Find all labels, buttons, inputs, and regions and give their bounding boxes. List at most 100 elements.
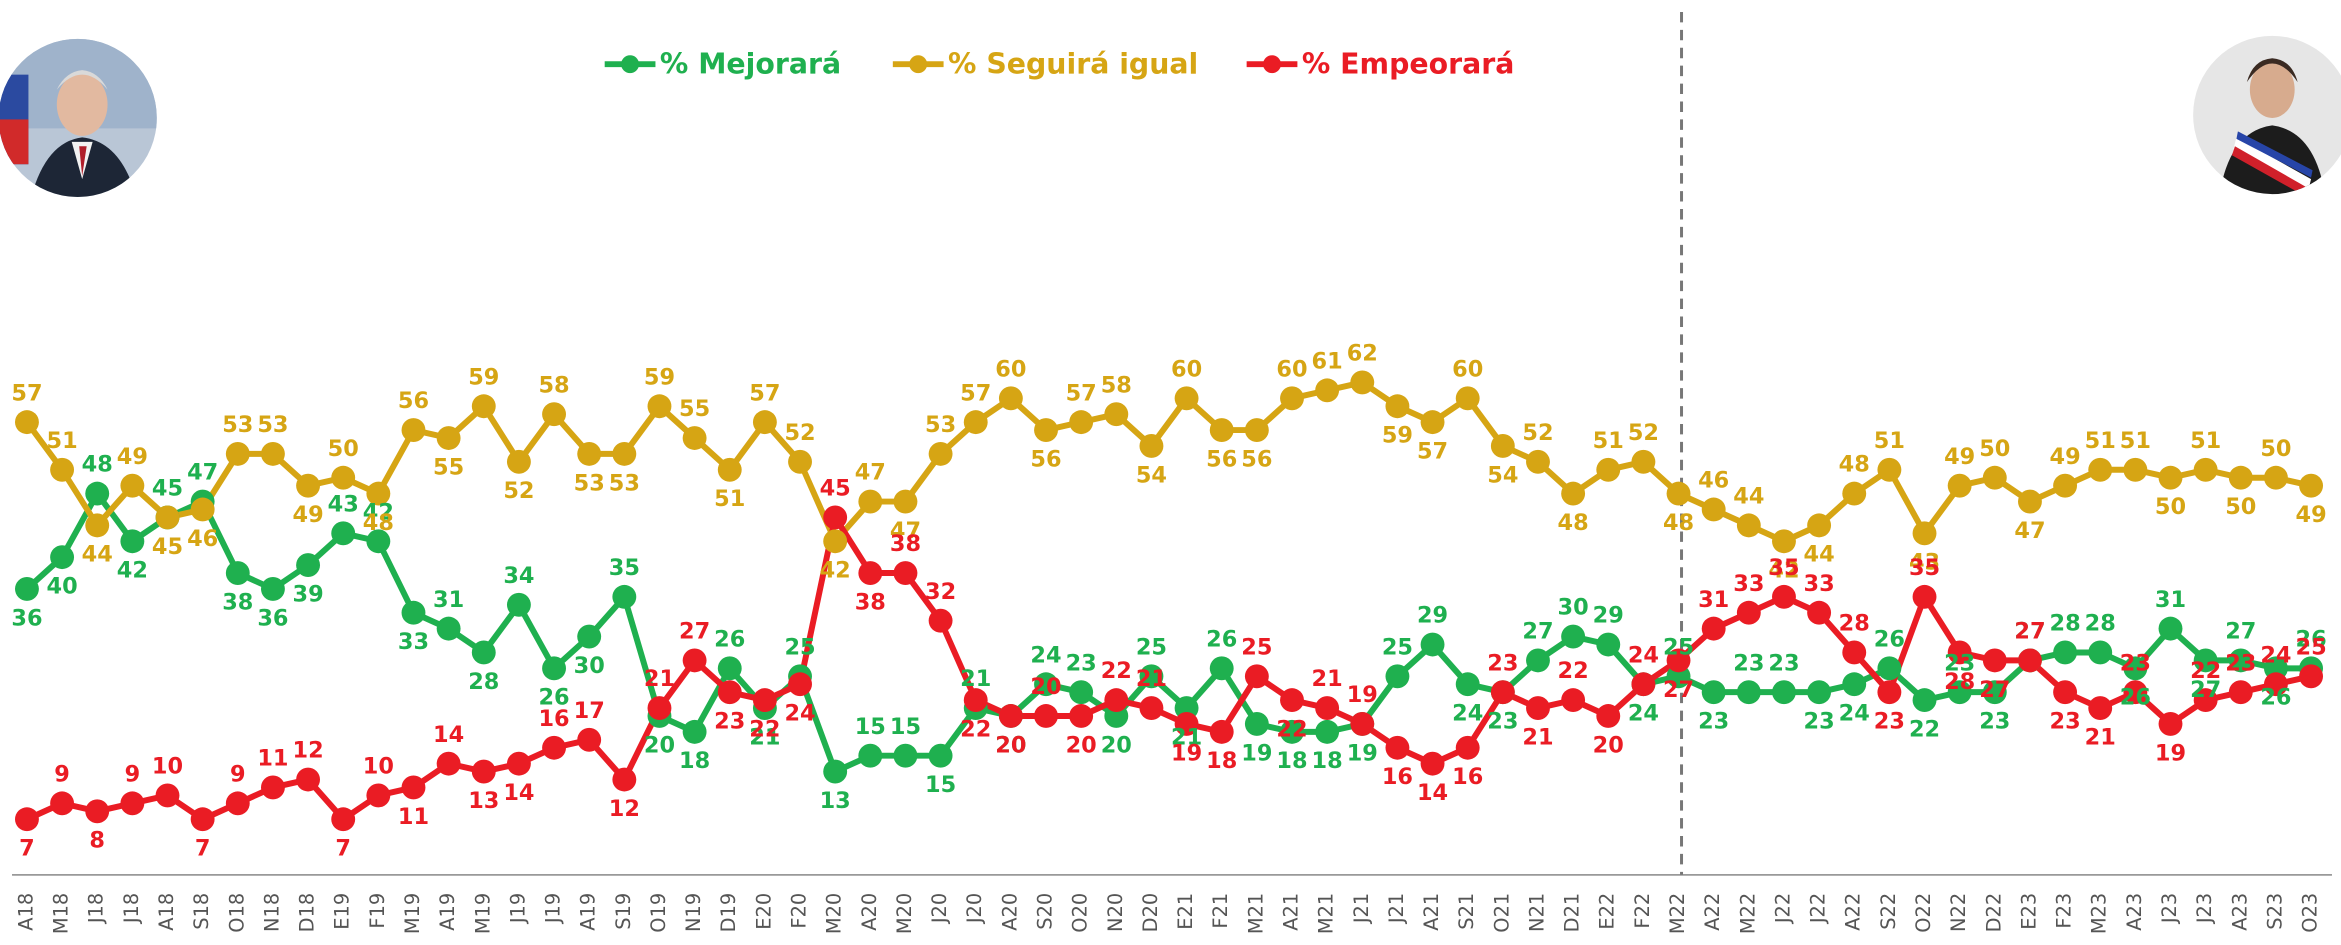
data-point: [2228, 680, 2253, 705]
data-point: [85, 513, 110, 538]
data-label: 43: [328, 491, 359, 517]
data-point: [366, 481, 391, 506]
data-point: [2158, 711, 2183, 736]
data-label: 28: [468, 669, 499, 695]
data-label: 40: [47, 574, 78, 600]
data-label: 19: [1347, 740, 1378, 766]
data-label: 49: [2295, 502, 2326, 528]
data-point: [436, 616, 461, 641]
data-point: [542, 656, 566, 681]
legend-item: % Empeorará: [1246, 48, 1514, 81]
legend-marker: [621, 55, 640, 74]
data-point: [506, 751, 531, 776]
data-label: 59: [644, 364, 675, 390]
data-label: 44: [82, 542, 113, 568]
data-label: 53: [257, 412, 288, 438]
data-label: 26: [1874, 626, 1905, 652]
data-point: [682, 648, 707, 673]
data-point: [1666, 481, 1691, 506]
data-label: 27: [1522, 619, 1553, 645]
data-point: [85, 481, 110, 506]
data-label: 42: [820, 558, 851, 584]
data-label: 22: [1101, 658, 1132, 684]
data-label: 28: [1944, 669, 1975, 695]
data-label: 36: [11, 605, 42, 631]
data-point: [788, 672, 812, 697]
data-point: [1982, 465, 2007, 490]
data-label: 23: [1733, 650, 1764, 676]
x-tick-label: S18: [190, 893, 213, 930]
data-point: [963, 688, 988, 713]
x-tick-label: M19: [401, 893, 424, 934]
data-point: [2299, 664, 2324, 689]
data-point: [331, 465, 356, 490]
data-point: [1877, 656, 1902, 681]
data-label: 11: [257, 746, 288, 772]
data-label: 57: [1066, 380, 1097, 406]
data-label: 21: [644, 666, 675, 692]
data-point: [858, 489, 883, 514]
x-tick-label: J20: [928, 893, 951, 924]
data-label: 28: [2085, 611, 2116, 637]
data-point: [1280, 719, 1304, 744]
data-label: 26: [714, 626, 745, 652]
data-label: 27: [2190, 677, 2221, 703]
data-point: [1104, 402, 1129, 427]
data-label: 9: [125, 761, 141, 787]
x-tick-label: N22: [1947, 893, 1970, 932]
data-point: [542, 735, 566, 760]
x-tick-label: M20: [823, 893, 846, 934]
data-point: [1561, 624, 1586, 649]
data-point: [1069, 410, 1094, 435]
x-tick-label: E20: [752, 893, 775, 930]
x-tick-label: F20: [788, 893, 811, 929]
data-point: [1139, 434, 1164, 458]
data-point: [1982, 680, 2007, 705]
data-point: [752, 410, 777, 435]
data-label: 48: [1839, 452, 1870, 478]
data-label: 51: [1593, 428, 1624, 454]
data-label: 26: [2295, 626, 2326, 652]
data-label: 48: [363, 510, 394, 536]
x-tick-label: O19: [647, 893, 670, 933]
x-tick-label: A23: [2228, 893, 2251, 931]
data-label: 53: [222, 412, 253, 438]
data-point: [15, 576, 39, 601]
data-label: 56: [398, 388, 429, 414]
data-label: 51: [1874, 428, 1905, 454]
data-point: [647, 394, 672, 419]
data-point: [506, 592, 531, 617]
data-label: 58: [1101, 372, 1132, 398]
data-label: 58: [538, 372, 569, 398]
data-label: 55: [433, 454, 464, 480]
data-point: [2053, 473, 2078, 498]
data-label: 31: [1698, 587, 1729, 613]
legend-label: % Seguirá igual: [948, 48, 1198, 81]
data-label: 39: [292, 581, 323, 607]
data-point: [893, 561, 918, 585]
data-point: [1420, 632, 1445, 657]
data-point: [1350, 711, 1375, 736]
data-label: 24: [1839, 701, 1870, 727]
data-label: 16: [1452, 764, 1483, 790]
data-label: 56: [1206, 446, 1237, 472]
data-label: 16: [538, 706, 569, 732]
data-point: [1069, 680, 1094, 705]
data-label: 60: [1276, 356, 1307, 382]
legend-label: % Mejorará: [660, 48, 841, 81]
data-point: [2123, 680, 2148, 705]
data-label: 7: [195, 836, 211, 862]
data-label: 59: [468, 364, 499, 390]
data-point: [1034, 418, 1058, 443]
data-label: 23: [1804, 709, 1835, 735]
data-label: 50: [328, 436, 359, 462]
data-point: [1877, 457, 1902, 482]
data-point: [1490, 680, 1515, 705]
data-label: 38: [890, 531, 921, 557]
data-point: [1280, 688, 1304, 713]
data-point: [1034, 672, 1058, 697]
data-point: [366, 529, 391, 554]
data-label: 23: [1768, 650, 1799, 676]
data-label: 51: [2120, 428, 2151, 454]
